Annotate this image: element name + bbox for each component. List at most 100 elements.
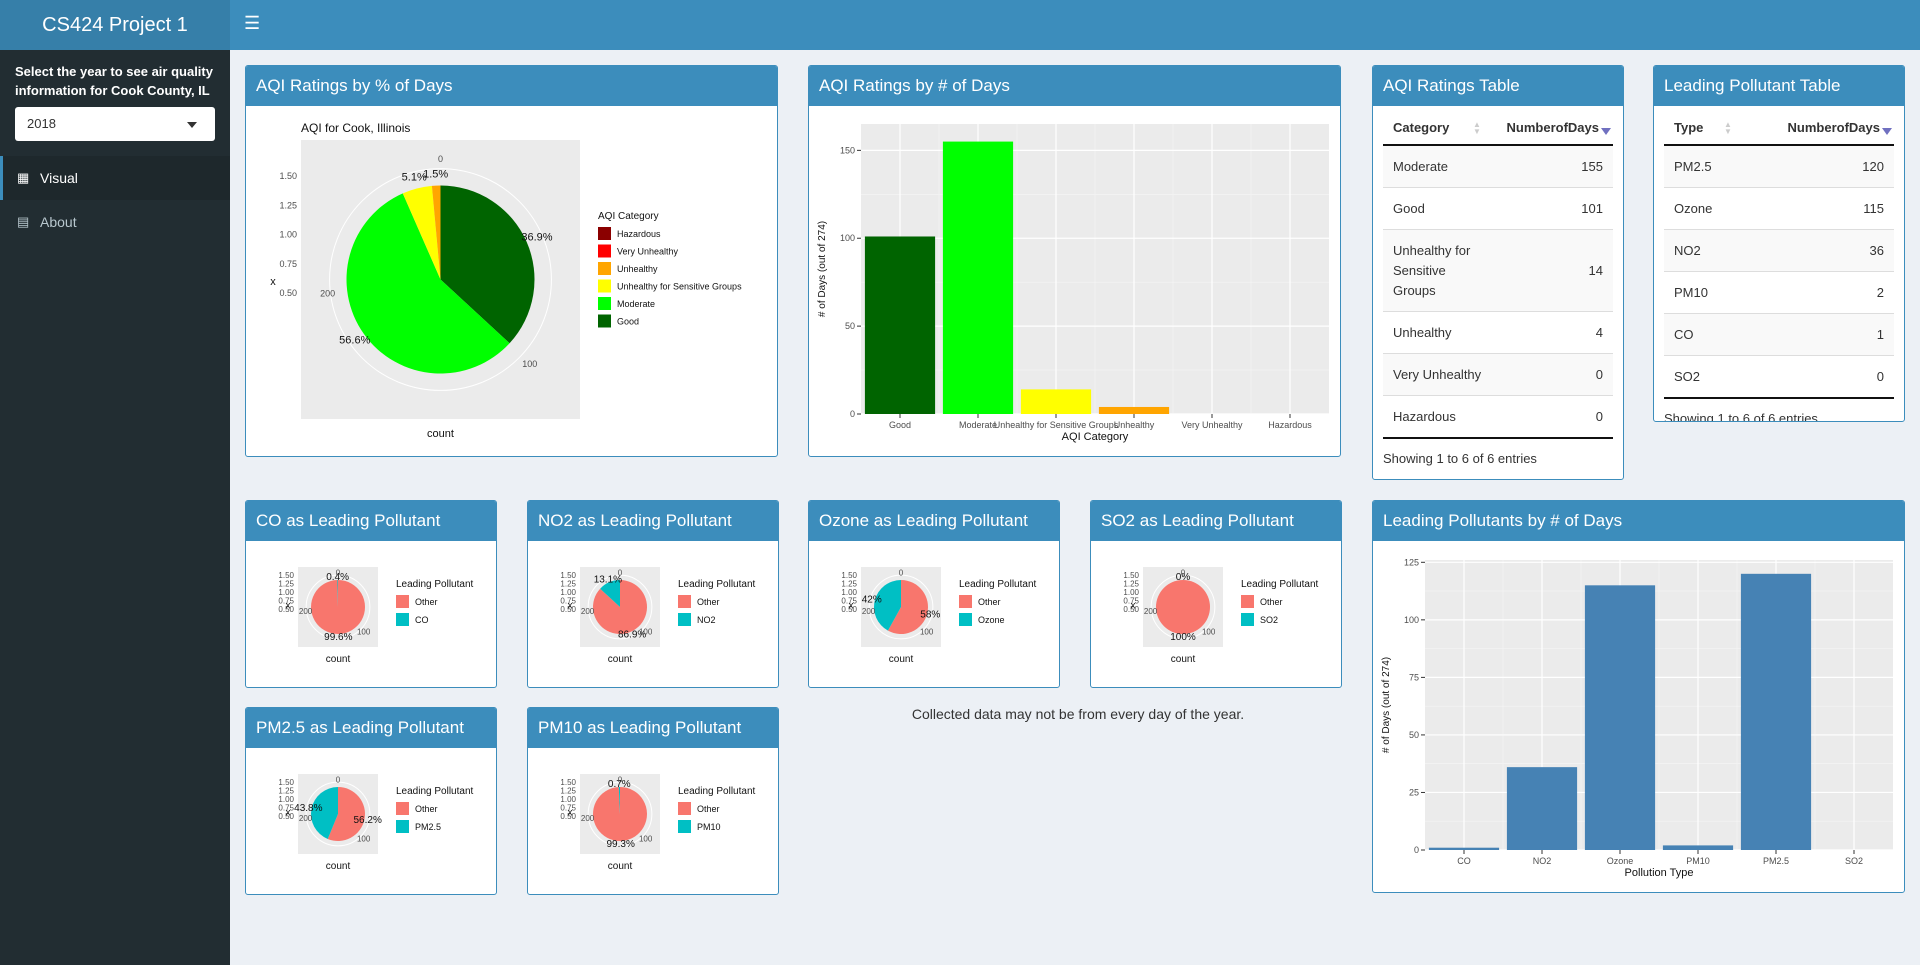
column-header-category[interactable]: Category ▲ ▼ xyxy=(1383,106,1493,146)
legend-item-label: Other xyxy=(697,804,720,814)
slice-percent-label: 43.8% xyxy=(294,803,322,814)
y-tick-label: 50 xyxy=(1409,730,1419,740)
x-axis-label: count xyxy=(427,428,454,440)
radial-grid-line xyxy=(587,781,653,847)
y-tick-label: 1.25 xyxy=(278,787,294,796)
box-so2: SO2 as Leading Pollutant 100% 0% 0 100 200 0.… xyxy=(1090,500,1342,688)
box-pm25: PM2.5 as Leading Pollutant 56.2% 43.8% 0 10… xyxy=(245,707,497,895)
x-tick-label: Unhealthy for Sensitive Groups xyxy=(994,420,1119,430)
y-tick-label: 1.25 xyxy=(560,787,576,796)
x-tick-label: NO2 xyxy=(1533,856,1552,866)
y-axis-label: x xyxy=(286,808,291,819)
y-axis-label: x xyxy=(568,601,573,612)
legend-item-label: PM2.5 xyxy=(415,822,441,832)
x-tick-label: Hazardous xyxy=(1268,420,1312,430)
legend-title: Leading Pollutant xyxy=(1241,579,1319,590)
year-select[interactable]: 2018 xyxy=(15,107,215,141)
y-tick-label: 1.00 xyxy=(841,588,857,597)
x-tick-label: Good xyxy=(889,420,911,430)
pie-slice xyxy=(1156,580,1210,634)
y-tick-label: 1.00 xyxy=(278,795,294,804)
y-tick-label: 1.50 xyxy=(1123,571,1139,580)
y-tick-label: 100 xyxy=(1404,615,1419,625)
box-pollutant-table: Leading Pollutant Table Type ▲ ▼ NumberofD… xyxy=(1653,65,1905,422)
sidebar-item-visual[interactable]: ▦ Visual xyxy=(0,156,230,200)
y-tick-label: 0 xyxy=(850,409,855,419)
box-co: CO as Leading Pollutant 99.6% 0.4% 0 100 200… xyxy=(245,500,497,688)
x-tick-label: Moderate xyxy=(959,420,997,430)
sort-descending-icon xyxy=(1882,128,1892,135)
column-header-days[interactable]: NumberofDays xyxy=(1493,106,1613,146)
legend-item-label: Moderate xyxy=(617,299,655,309)
sidebar-item-label: About xyxy=(40,214,77,230)
pie-slice xyxy=(402,185,441,280)
slice-percent-label: 99.3% xyxy=(607,839,635,850)
x-axis-label: count xyxy=(608,861,633,872)
radial-grid-line xyxy=(305,574,371,640)
y-tick-label: 0.50 xyxy=(279,288,297,298)
radial-tick-label: 0 xyxy=(899,568,904,577)
pie-slice xyxy=(346,193,510,374)
leading-pollutant-table: Type ▲ ▼ NumberofDays PM2.5 120 Ozone 115 NO… xyxy=(1664,106,1894,399)
sort-icon: ▲ ▼ xyxy=(1724,120,1732,136)
y-tick-label: 1.25 xyxy=(278,580,294,589)
sidebar-item-about[interactable]: ▤ About xyxy=(0,200,230,244)
box-title: AQI Ratings by # of Days xyxy=(809,66,1340,106)
x-axis-label: count xyxy=(1171,654,1196,665)
legend-item-label: NO2 xyxy=(697,615,716,625)
legend-swatch xyxy=(598,314,611,328)
y-axis-label: x xyxy=(849,601,854,612)
pm10-pie-chart: 99.3% 0.7%0 100 200 0.500.751.001.251.50 x cou… xyxy=(560,774,756,872)
radial-tick-label: 200 xyxy=(862,607,876,616)
y-tick-label: 125 xyxy=(1404,557,1419,567)
legend-title: Leading Pollutant xyxy=(396,579,474,590)
table-row: Unhealthy 4 xyxy=(1383,311,1613,354)
slice-percent-label: 100% xyxy=(1170,632,1196,643)
y-tick-label: 0.50 xyxy=(560,812,576,821)
radial-tick-label: 200 xyxy=(1144,607,1158,616)
column-header-type[interactable]: Type ▲ ▼ xyxy=(1664,106,1741,146)
box-ozone: Ozone as Leading Pollutant 58% 42% 0 100 200… xyxy=(808,500,1060,688)
radial-tick-label: 100 xyxy=(639,627,653,636)
y-tick-label: 0.50 xyxy=(841,605,857,614)
x-tick-label: Ozone xyxy=(1607,856,1634,866)
y-axis-label: # of Days (out of 274) xyxy=(817,221,828,317)
pie-slice xyxy=(600,580,620,607)
legend-swatch xyxy=(598,262,611,275)
pie-slice xyxy=(327,787,365,841)
table-row: Hazardous 0 xyxy=(1383,395,1613,439)
no2-pie-chart: 86.9% 13.1%0 100 200 0.500.751.001.251.50 x co… xyxy=(560,567,756,665)
y-tick-label: 150 xyxy=(840,145,855,155)
pie-slice xyxy=(431,185,441,280)
table-row: PM10 2 xyxy=(1664,271,1894,314)
table-info: Showing 1 to 6 of 6 entries xyxy=(1383,451,1537,466)
table-row: NO2 36 xyxy=(1664,229,1894,272)
x-axis-label: count xyxy=(326,861,351,872)
y-tick-label: 0.75 xyxy=(841,596,857,605)
pie-slice xyxy=(311,787,338,839)
table-row: Unhealthy for Sensitive Groups 14 xyxy=(1383,229,1613,312)
table-row: Ozone 115 xyxy=(1664,187,1894,230)
slice-percent-label: 1.5% xyxy=(423,168,448,180)
x-tick-label: Very Unhealthy xyxy=(1181,420,1243,430)
legend-swatch xyxy=(396,613,409,626)
legend-swatch xyxy=(959,613,972,626)
y-tick-label: 0 xyxy=(1414,845,1419,855)
sort-icon: ▲ ▼ xyxy=(1473,120,1481,136)
y-tick-label: 0.50 xyxy=(1123,605,1139,614)
table-row: SO2 0 xyxy=(1664,355,1894,399)
box-title: AQI Ratings Table xyxy=(1373,66,1623,106)
hamburger-menu-icon[interactable]: ☰ xyxy=(244,13,261,33)
x-axis-label: Pollution Type xyxy=(1625,867,1694,879)
pie-slice xyxy=(337,580,338,607)
radial-grid-line xyxy=(868,574,934,640)
column-header-days[interactable]: NumberofDays xyxy=(1740,106,1894,146)
slice-percent-label: 13.1% xyxy=(594,574,622,585)
grid-icon: ▦ xyxy=(17,170,30,185)
legend-item-label: Unhealthy for Sensitive Groups xyxy=(617,282,742,292)
y-tick-label: 0.75 xyxy=(278,803,294,812)
y-tick-label: 1.50 xyxy=(278,778,294,787)
app-title[interactable]: CS424 Project 1 xyxy=(0,0,230,50)
y-axis-label: x xyxy=(568,808,573,819)
y-tick-label: 25 xyxy=(1409,787,1419,797)
